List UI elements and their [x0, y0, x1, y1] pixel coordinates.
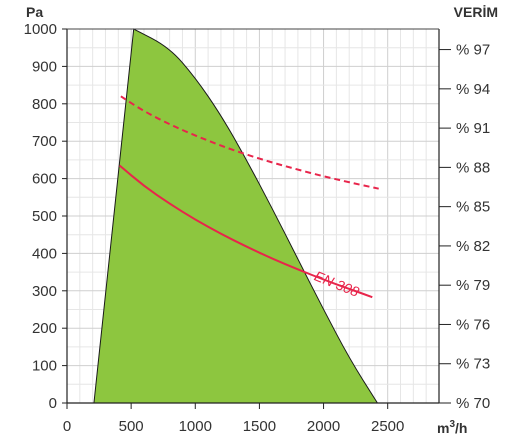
y2-tick-label: % 85: [456, 199, 490, 216]
x-tick-label: 1000: [179, 418, 212, 435]
y-tick-label: 400: [32, 245, 57, 262]
y2-tick-label: % 73: [456, 356, 490, 373]
en308-efficiency-line: [118, 164, 373, 299]
y2-tick-label: % 76: [456, 316, 490, 333]
y2-tick-label: % 94: [456, 81, 490, 98]
x-tick-label: 1500: [243, 418, 276, 435]
y2-tick-label: % 82: [456, 238, 490, 255]
y-tick-label: 100: [32, 358, 57, 375]
y-tick-label: 600: [32, 171, 57, 188]
y-tick-label: 200: [32, 320, 57, 337]
y2-tick-labels: % 70 % 73 % 76 % 79 % 82 % 85 % 88 % 91 % 94 % 97: [456, 42, 490, 412]
x-tick-label: 2000: [307, 418, 340, 435]
y-tick-label: 0: [49, 395, 57, 412]
x-axis-unit-suffix: /h: [455, 420, 467, 436]
y-tick-labels: 0 100 200 300 400 500 600 700 800 900 1000: [24, 21, 57, 412]
x-tick-label: 0: [63, 418, 71, 435]
y-tick-label: 900: [32, 58, 57, 75]
axes: [62, 28, 451, 409]
y-tick-label: 300: [32, 283, 57, 300]
y2-tick-label: % 88: [456, 159, 490, 176]
dashed-efficiency-line: [120, 95, 379, 190]
x-tick-labels: 0 500 1000 1500 2000 2500: [63, 418, 405, 435]
y-tick-label: 500: [32, 208, 57, 225]
x-tick-label: 2500: [371, 418, 404, 435]
series-lines: [118, 95, 379, 299]
y2-tick-label: % 97: [456, 42, 490, 59]
y-tick-label: 700: [32, 133, 57, 150]
x-tick-label: 500: [119, 418, 144, 435]
y2-tick-label: % 91: [456, 120, 490, 137]
x-axis-unit-exp: 3: [449, 419, 455, 430]
y-tick-label: 800: [32, 96, 57, 113]
y-tick-label: 1000: [24, 21, 57, 38]
y-axis-unit: Pa: [26, 4, 43, 20]
y2-tick-label: % 70: [456, 395, 490, 412]
x-axis-unit-base: m: [437, 420, 449, 436]
x-axis-unit: m3/h: [437, 419, 467, 436]
y2-axis-unit: VERİM: [454, 4, 498, 20]
y2-tick-label: % 79: [456, 277, 490, 294]
